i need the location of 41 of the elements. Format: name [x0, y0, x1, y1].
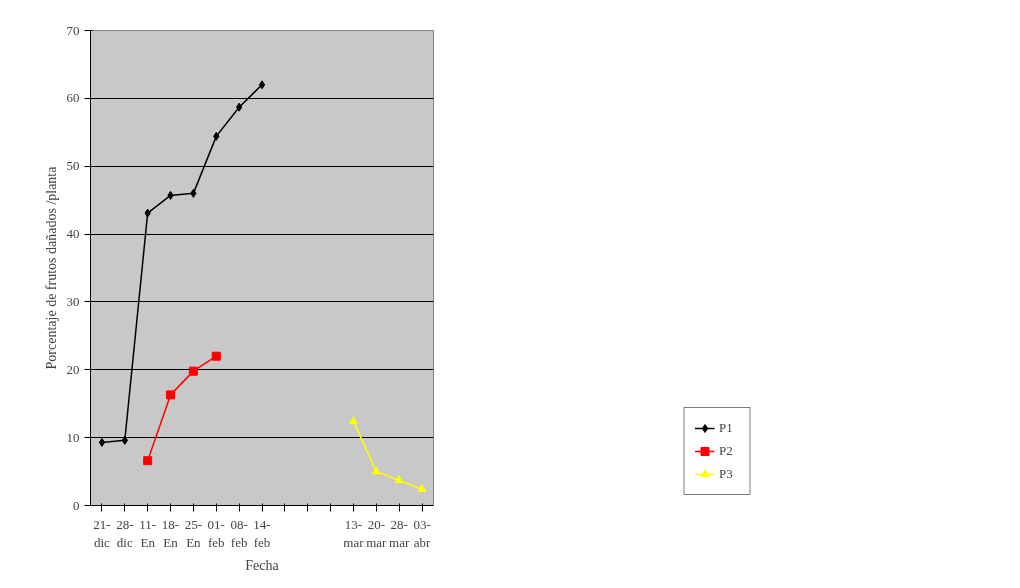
- y-tick-label: 50: [66, 158, 80, 174]
- legend-label: P1: [719, 420, 734, 436]
- x-tick-label: 13-mar: [343, 516, 365, 550]
- x-axis-title: Fecha: [245, 557, 280, 573]
- point: [417, 484, 427, 493]
- x-tick-label: 28-dic: [116, 516, 134, 550]
- x-tick-label: 25-En: [184, 516, 203, 550]
- point: [258, 80, 266, 90]
- y-tick-label: 10: [66, 429, 80, 445]
- point: [167, 190, 174, 200]
- y-tick-label: 60: [66, 90, 80, 106]
- point: [235, 102, 243, 112]
- point: [188, 366, 198, 376]
- x-tick-label: 08-feb: [230, 516, 248, 550]
- x-tick-label: 03-abr: [413, 516, 432, 550]
- x-tick-label: 21-dic: [93, 516, 111, 550]
- y-tick-label: 20: [66, 361, 80, 377]
- x-tick-label: 18-En: [161, 516, 180, 550]
- point: [166, 390, 176, 400]
- point: [371, 466, 381, 475]
- legend-label: P2: [719, 443, 734, 459]
- point: [144, 208, 151, 218]
- point: [211, 351, 221, 361]
- point: [348, 416, 358, 425]
- x-tick-label: 11-En: [139, 516, 157, 550]
- x-tick-label: 28-mar: [389, 516, 410, 550]
- y-tick-label: 30: [66, 293, 80, 309]
- y-axis-title: Porcentaje de frutos dañados /planta: [43, 165, 59, 370]
- point: [143, 456, 153, 466]
- point: [98, 437, 106, 447]
- y-tick-label: 70: [66, 22, 80, 38]
- x-tick-label: 01-feb: [207, 516, 225, 550]
- legend-label: P3: [719, 466, 734, 482]
- point: [190, 188, 197, 198]
- x-tick-label: 20-mar: [366, 516, 388, 550]
- point: [121, 435, 128, 445]
- point: [394, 475, 404, 484]
- x-tick-label: 14-feb: [253, 516, 271, 550]
- y-tick-label: 0: [73, 497, 80, 513]
- y-tick-label: 40: [66, 226, 80, 242]
- point: [213, 131, 220, 141]
